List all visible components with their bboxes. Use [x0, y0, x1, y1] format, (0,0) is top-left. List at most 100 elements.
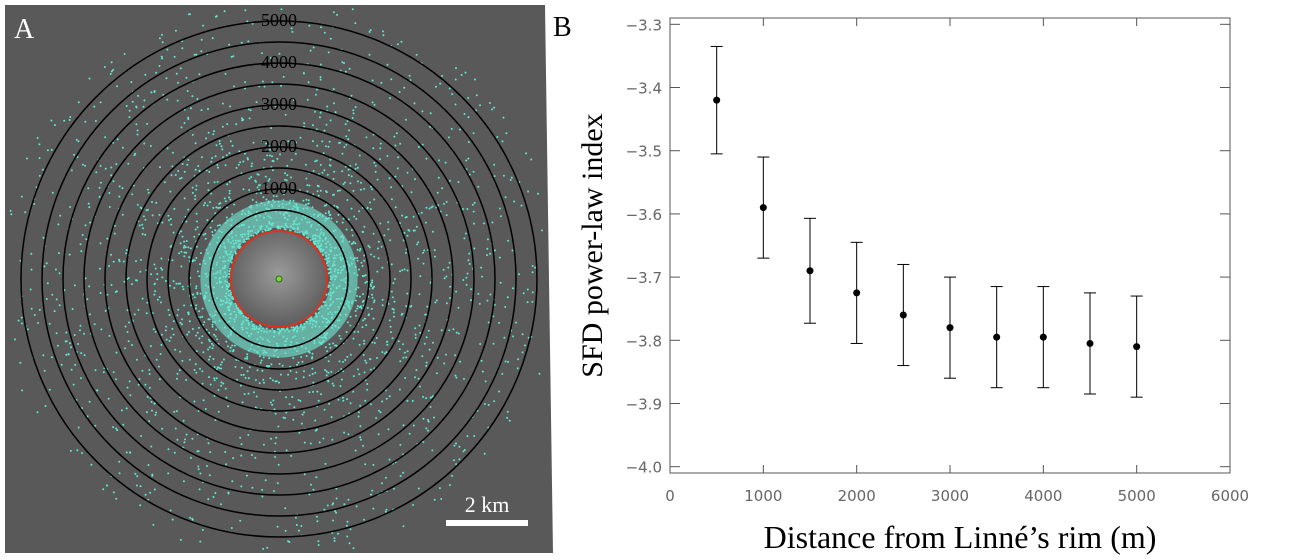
crater-dot — [167, 309, 170, 311]
crater-dot — [262, 443, 265, 446]
crater-dot — [467, 97, 470, 99]
crater-dot — [55, 332, 58, 335]
crater-dot — [320, 393, 322, 396]
crater-dot — [160, 333, 163, 336]
crater-dot — [239, 519, 242, 522]
crater-dot — [192, 259, 195, 262]
crater-dot — [379, 222, 382, 225]
crater-dot — [198, 275, 201, 278]
crater-dot — [411, 399, 414, 402]
crater-dot — [137, 383, 140, 386]
crater-dot — [308, 391, 311, 394]
crater-dot — [46, 282, 49, 285]
crater-dot — [278, 52, 281, 55]
crater-dot — [492, 342, 495, 345]
crater-dot — [287, 140, 290, 143]
crater-dot — [205, 328, 208, 331]
crater-dot-cluster — [208, 208, 350, 350]
crater-dot — [337, 398, 340, 401]
crater-dot — [215, 377, 218, 380]
crater-dot — [287, 373, 290, 376]
crater-dot — [224, 72, 227, 75]
crater-dot — [332, 11, 335, 14]
crater-dot — [371, 296, 374, 299]
crater-dot — [211, 325, 214, 328]
crater-dot — [312, 488, 315, 491]
crater-dot — [316, 390, 319, 393]
crater-dot — [169, 190, 172, 193]
crater-dot — [108, 206, 111, 208]
ring-label: 4000 — [261, 52, 297, 72]
crater-dot — [420, 211, 423, 214]
crater-dot — [326, 504, 329, 507]
crater-dot — [399, 475, 402, 477]
crater-dot — [277, 463, 280, 466]
crater-dot — [75, 138, 78, 141]
crater-dot — [160, 257, 163, 260]
crater-dot — [447, 136, 450, 139]
crater-dot — [228, 282, 231, 285]
crater-dot — [228, 272, 231, 275]
crater-dot — [402, 239, 405, 242]
crater-dot — [247, 108, 250, 111]
crater-dot — [258, 85, 261, 88]
crater-dot — [229, 289, 232, 292]
crater-dot-cluster — [206, 206, 352, 352]
crater-dot — [381, 304, 384, 307]
crater-dot — [356, 259, 359, 262]
crater-dot — [353, 331, 356, 333]
crater-dot — [153, 263, 156, 266]
crater-dot — [175, 410, 178, 413]
crater-dot — [272, 195, 275, 197]
crater-dot — [358, 154, 361, 157]
crater-dot — [228, 196, 230, 199]
crater-dot — [377, 240, 380, 243]
crater-dot — [440, 498, 443, 500]
crater-dot — [493, 303, 496, 306]
crater-dot — [268, 178, 271, 180]
crater-dot — [179, 177, 181, 180]
crater-dot — [329, 353, 332, 356]
crater-dot — [402, 525, 405, 528]
crater-dot — [231, 480, 234, 483]
crater-dot — [187, 208, 190, 211]
crater-dot — [200, 38, 203, 41]
crater-dot — [198, 169, 201, 172]
crater-dot — [366, 306, 369, 309]
crater-dot — [282, 193, 285, 195]
crater-dot — [435, 372, 438, 375]
crater-dot — [358, 343, 361, 346]
crater-dot — [361, 326, 364, 329]
crater-dot — [122, 260, 125, 263]
crater-dot — [445, 275, 448, 278]
crater-dot — [286, 174, 289, 177]
x-tick-label: 5000 — [1118, 487, 1156, 505]
ring-label: 3000 — [261, 94, 297, 114]
crater-dot — [217, 389, 220, 391]
crater-dot-cluster — [222, 222, 336, 336]
crater-dot — [348, 67, 351, 70]
crater-dot — [352, 109, 355, 112]
crater-dot — [178, 252, 181, 255]
crater-dot — [467, 157, 470, 160]
crater-dot — [322, 254, 324, 256]
crater-dot — [357, 180, 359, 183]
crater-dot — [54, 268, 57, 271]
crater-dot — [393, 135, 396, 138]
crater-dot — [327, 145, 330, 148]
crater-dot — [354, 449, 357, 452]
crater-dot — [345, 228, 348, 231]
crater-dot — [99, 292, 102, 294]
data-point — [993, 333, 1001, 341]
crater-dot — [229, 198, 232, 201]
crater-dot — [221, 148, 224, 151]
crater-dot — [345, 524, 348, 527]
crater-dot — [80, 377, 82, 380]
x-tick-label: 0 — [665, 487, 675, 505]
crater-dot — [421, 143, 424, 146]
crater-dot — [426, 305, 429, 308]
crater-dot — [220, 145, 223, 148]
crater-dot — [351, 117, 354, 119]
crater-dot — [364, 359, 367, 362]
